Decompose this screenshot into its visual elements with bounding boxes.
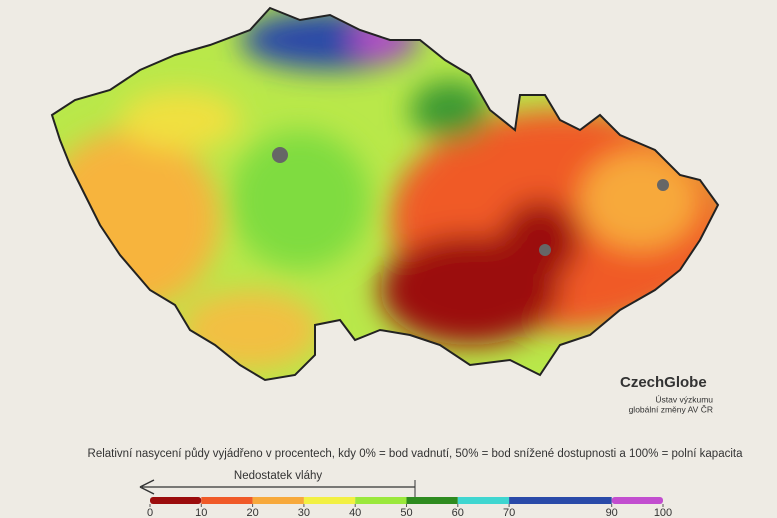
legend-bin [150,497,202,504]
legend-tick-label: 0 [147,507,153,518]
legend-bin [201,497,253,504]
caption: Relativní nasycení půdy vyjádřeno v proc… [88,448,744,460]
arrow-label: Nedostatek vláhy [234,470,322,482]
legend-tick-label: 50 [400,507,412,518]
legend-bin [303,497,356,504]
legend-tick-label: 40 [349,507,361,518]
legend-tick-label: 20 [246,507,258,518]
city-prague [272,147,288,163]
legend-tick-label: 10 [195,507,207,518]
legend-tick-label: 100 [654,507,672,518]
city-brno [539,244,551,256]
legend-tick-label: 90 [606,507,618,518]
legend-tick-label: 60 [452,507,464,518]
city-ostrava [657,179,669,191]
logo-line: Ústav výzkumu [655,394,713,404]
logo-line: globální změny AV ČR [629,404,713,414]
legend-bin [406,497,458,504]
legend-tick-label: 70 [503,507,515,518]
legend-bin [457,497,510,504]
logo-name: CzechGlobe [620,374,707,391]
legend-bin [509,497,612,504]
legend-tick-label: 30 [298,507,310,518]
legend: 0 10 20 30 40 50 60 70 90 100 [147,497,672,518]
legend-bin [355,497,407,504]
arrow-head [139,479,155,495]
logo: CzechGlobe Ústav výzkumu globální změny … [620,374,713,414]
legend-bin [611,497,663,504]
legend-bin [252,497,304,504]
